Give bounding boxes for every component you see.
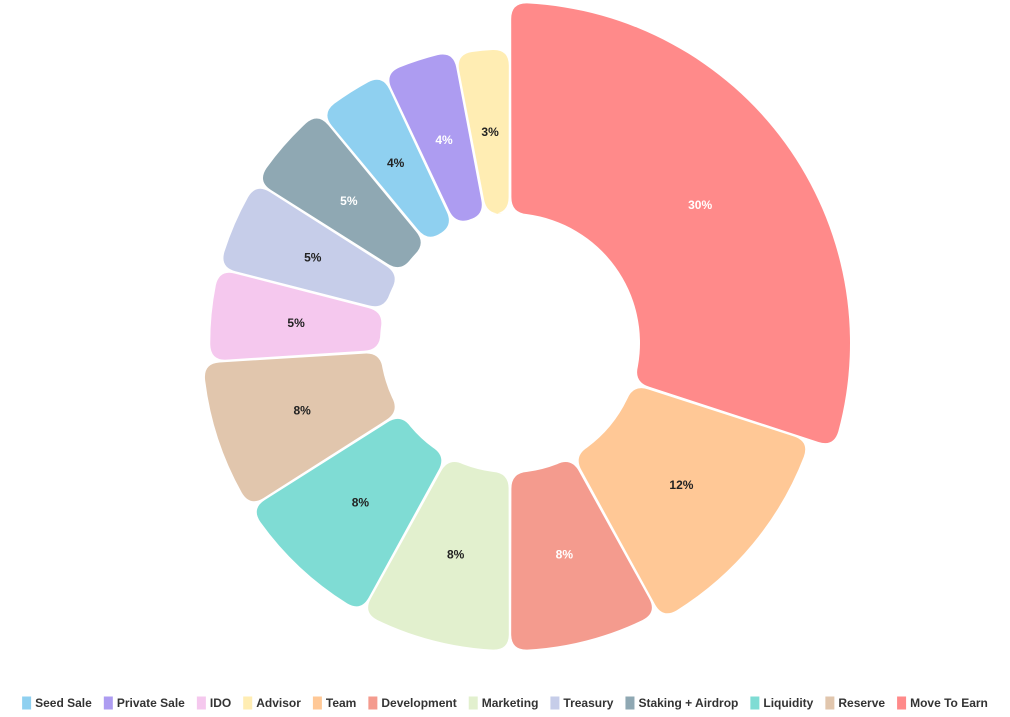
legend-swatch-advisor [243,696,253,710]
slice-team[interactable] [578,388,806,614]
legend-swatch-marketing [468,696,478,710]
legend-swatch-ido [196,696,206,710]
slice-ido[interactable] [210,272,382,360]
chart-legend: Seed Sale Private Sale IDO Advisor Team Devel… [22,696,988,710]
slice-label-advisor: 3% [481,125,499,139]
slice-private-sale[interactable] [389,54,482,221]
legend-label-marketing: Marketing [482,696,539,710]
legend-swatch-treasury [550,696,560,710]
legend-item-private-sale[interactable]: Private Sale [103,696,185,710]
slice-liquidity[interactable] [256,418,442,607]
legend-swatch-staking-airdrop [625,696,635,710]
slice-label-seed-sale: 4% [387,156,405,170]
legend-swatch-reserve [825,696,835,710]
legend-item-reserve[interactable]: Reserve [825,696,885,710]
legend-item-seed-sale[interactable]: Seed Sale [22,696,92,710]
slice-label-move-to-earn: 30% [688,198,712,212]
legend-swatch-team [312,696,322,710]
legend-item-advisor[interactable]: Advisor [243,696,301,710]
slice-labels: 30% 12% 8% 8% 8% 8% 5% 5% 5% 4% 4% 3% [287,125,712,562]
legend-swatch-development [368,696,378,710]
legend-label-private-sale: Private Sale [117,696,185,710]
legend-item-liquidity[interactable]: Liquidity [750,696,814,710]
legend-swatch-seed-sale [22,696,32,710]
slice-label-liquidity: 8% [352,495,370,509]
slice-marketing[interactable] [368,462,509,650]
slice-label-development: 8% [556,548,574,562]
slice-seed-sale[interactable] [327,79,449,237]
slice-label-marketing: 8% [447,548,465,562]
legend-label-move-to-earn: Move To Earn [910,696,988,710]
legend-item-move-to-earn[interactable]: Move To Earn [897,696,988,710]
legend-label-team: Team [326,696,356,710]
donut-slices [204,3,850,650]
slice-reserve[interactable] [204,353,395,502]
legend-label-reserve: Reserve [838,696,885,710]
slice-development[interactable] [511,462,652,650]
slice-staking-airdrop[interactable] [262,118,421,268]
legend-swatch-private-sale [103,696,113,710]
slice-advisor[interactable] [458,49,509,215]
slice-move-to-earn[interactable] [511,3,850,444]
slice-treasury[interactable] [223,188,395,307]
legend-label-advisor: Advisor [256,696,301,710]
slice-label-reserve: 8% [293,404,311,418]
legend-item-ido[interactable]: IDO [196,696,231,710]
legend-label-staking-airdrop: Staking + Airdrop [638,696,738,710]
legend-label-seed-sale: Seed Sale [35,696,92,710]
slice-label-team: 12% [669,478,693,492]
slice-label-ido: 5% [287,316,305,330]
legend-label-development: Development [381,696,456,710]
legend-label-liquidity: Liquidity [763,696,813,710]
legend-swatch-move-to-earn [897,696,907,710]
legend-item-marketing[interactable]: Marketing [468,696,539,710]
legend-item-development[interactable]: Development [368,696,457,710]
legend-item-staking-airdrop[interactable]: Staking + Airdrop [625,696,738,710]
legend-swatch-liquidity [750,696,760,710]
slice-label-staking-airdrop: 5% [340,194,358,208]
legend-label-treasury: Treasury [563,696,613,710]
slice-label-treasury: 5% [304,251,322,265]
legend-item-team[interactable]: Team [312,696,356,710]
legend-item-treasury[interactable]: Treasury [550,696,614,710]
legend-label-ido: IDO [210,696,231,710]
slice-label-private-sale: 4% [435,133,453,147]
